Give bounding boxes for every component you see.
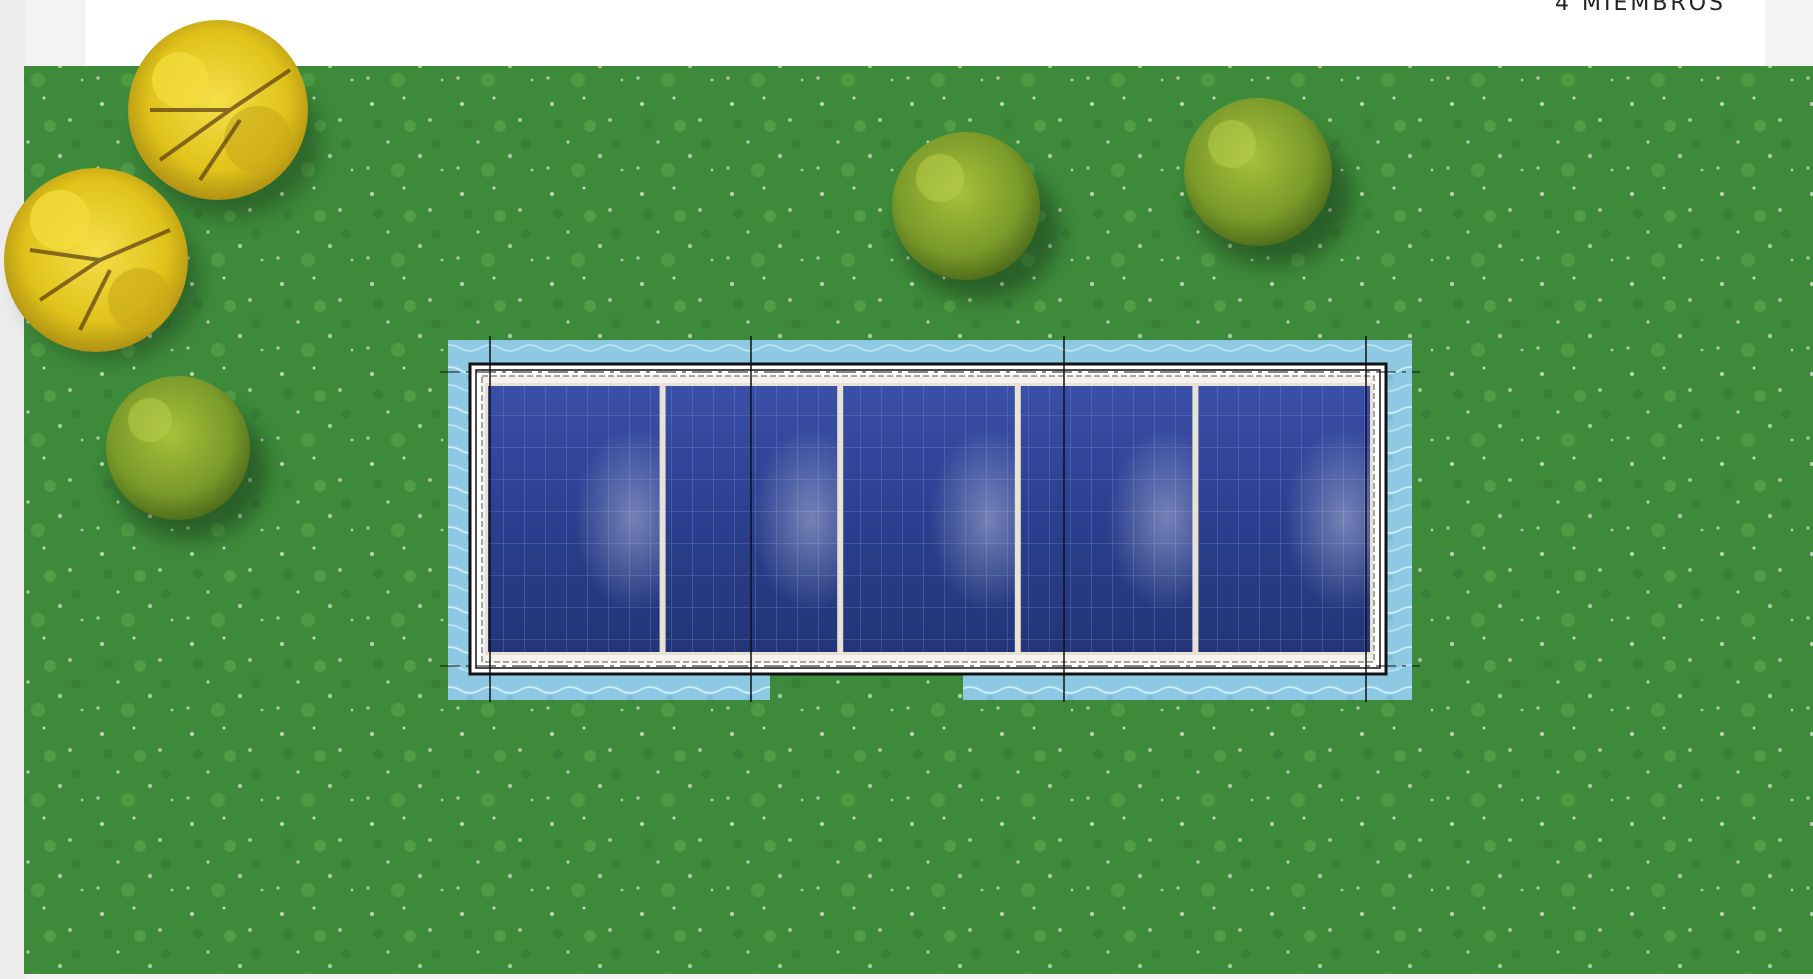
structural-axes [440, 336, 1420, 702]
bush-right [1184, 98, 1352, 266]
solar-panel [1195, 383, 1373, 655]
solar-panel-array [485, 383, 1373, 655]
bush-center [892, 132, 1060, 300]
solar-panel [1017, 383, 1196, 655]
tree-yellow-left [4, 168, 200, 360]
sheet-left-margin [0, 0, 25, 979]
sheet-header: 4 MIEMBROS [85, 0, 1765, 66]
members-label: 4 MIEMBROS [1555, 0, 1727, 16]
solar-panel [485, 383, 663, 655]
solar-panel [840, 383, 1018, 655]
tree-yellow-top [128, 20, 320, 218]
bush-left [106, 376, 268, 540]
